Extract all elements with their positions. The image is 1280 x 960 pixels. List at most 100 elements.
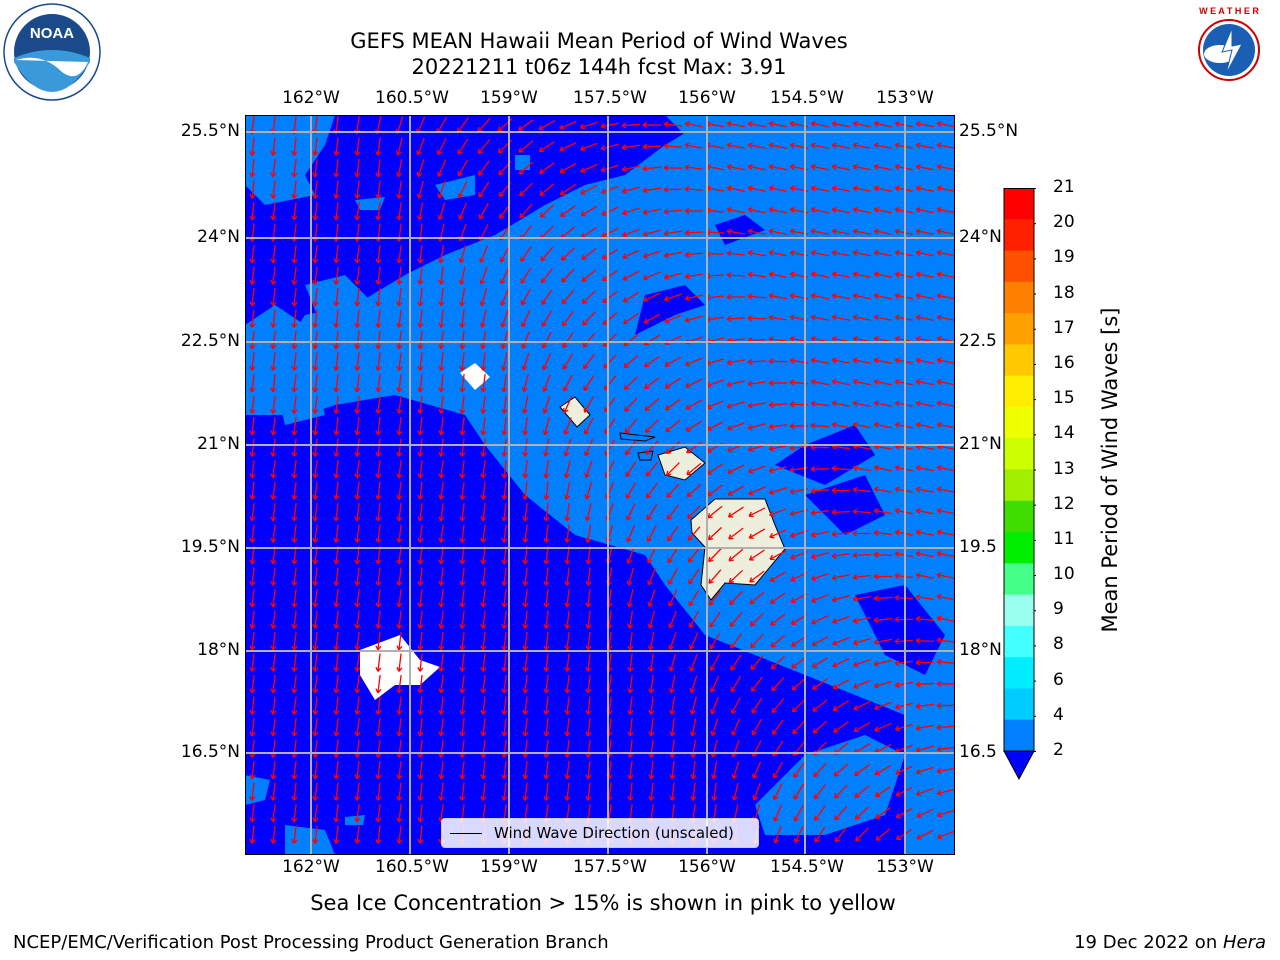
wind-wave-arrow — [333, 696, 340, 715]
wind-wave-arrow — [543, 567, 550, 586]
colorbar — [1003, 188, 1036, 781]
wind-wave-arrow — [438, 417, 445, 436]
wind-wave-arrow — [375, 266, 382, 285]
wind-wave-arrow — [291, 460, 298, 479]
wind-wave-arrow — [687, 526, 701, 541]
wind-wave-arrow — [873, 357, 892, 364]
wind-wave-arrow — [645, 461, 659, 477]
wind-wave-arrow — [875, 807, 891, 819]
wind-wave-arrow — [915, 572, 934, 579]
wind-wave-arrow — [770, 655, 785, 670]
wind-wave-arrow — [312, 331, 319, 350]
wind-wave-arrow — [687, 505, 701, 520]
wind-wave-arrow — [396, 675, 403, 694]
wind-wave-arrow — [312, 718, 319, 737]
wind-wave-arrow — [543, 524, 550, 543]
wind-wave-arrow — [646, 546, 657, 564]
wind-wave-arrow — [814, 826, 826, 843]
wind-wave-arrow — [621, 122, 641, 129]
wind-wave-arrow — [354, 288, 361, 307]
wind-wave-arrow — [291, 503, 298, 522]
wind-wave-arrow — [831, 120, 850, 128]
wind-wave-arrow — [375, 675, 382, 694]
wind-wave-arrow — [728, 569, 744, 584]
wind-wave-arrow — [459, 460, 466, 479]
wind-wave-arrow — [480, 330, 487, 350]
wind-wave-arrow — [417, 524, 424, 543]
wind-wave-arrow — [396, 718, 403, 737]
longitude-label-bottom: 156°W — [678, 857, 736, 877]
wind-wave-arrow — [500, 331, 509, 350]
wind-wave-arrow — [539, 183, 555, 196]
wind-wave-arrow — [354, 632, 361, 651]
wind-wave-arrow — [270, 567, 277, 586]
wind-wave-arrow — [522, 696, 529, 715]
wind-wave-arrow — [915, 594, 935, 601]
wind-wave-arrow — [333, 137, 340, 156]
wind-wave-arrow — [664, 377, 681, 389]
wind-wave-arrow — [873, 142, 892, 149]
wind-wave-arrow — [728, 527, 744, 540]
wind-wave-arrow — [873, 271, 892, 278]
colorbar-tick-label: 10 — [1053, 564, 1075, 585]
wind-wave-arrow — [873, 701, 892, 711]
run-date: 19 Dec 2022 on Hera — [1074, 932, 1266, 953]
wind-wave-arrow — [291, 804, 298, 823]
colorbar-segment — [1004, 406, 1034, 439]
wind-wave-arrow — [396, 589, 403, 608]
wind-wave-arrow — [768, 206, 787, 214]
wind-wave-arrow — [333, 331, 340, 350]
wind-wave-arrow — [642, 187, 661, 194]
wind-wave-arrow — [810, 572, 829, 582]
wind-wave-arrow — [312, 503, 319, 522]
wind-wave-arrow — [375, 395, 382, 414]
wind-wave-arrow — [690, 782, 697, 801]
wind-wave-arrow — [729, 612, 743, 628]
wind-wave-arrow — [522, 503, 529, 522]
wind-wave-arrow — [396, 438, 403, 457]
wind-wave-arrow — [646, 504, 658, 521]
wind-wave-arrow — [501, 675, 508, 694]
wind-wave-arrow — [249, 589, 256, 608]
wind-wave-arrow — [312, 825, 319, 844]
wind-wave-arrow — [707, 505, 723, 519]
wind-wave-arrow — [583, 396, 595, 413]
wind-wave-arrow — [852, 464, 872, 472]
wind-wave-arrow — [852, 637, 871, 646]
wind-wave-arrow — [812, 699, 828, 712]
wind-wave-arrow — [312, 180, 319, 199]
wind-wave-arrow — [663, 251, 682, 259]
wind-wave-arrow — [543, 653, 550, 672]
colorbar-tick-label: 16 — [1053, 352, 1075, 373]
wind-wave-arrow — [915, 249, 934, 257]
wind-wave-arrow — [668, 653, 677, 672]
wind-wave-arrow — [642, 229, 661, 237]
wind-wave-arrow — [542, 353, 552, 371]
wind-wave-arrow — [855, 827, 869, 842]
wind-wave-arrow — [396, 309, 403, 328]
colorbar-segment — [1004, 625, 1034, 658]
wind-wave-arrow — [770, 634, 786, 648]
wind-wave-arrow — [438, 546, 445, 565]
wind-wave-arrow — [748, 486, 766, 496]
wind-wave-arrow — [585, 567, 592, 586]
wind-wave-arrow — [622, 249, 640, 259]
wind-wave-arrow — [810, 422, 830, 429]
colorbar-segment — [1004, 188, 1034, 220]
sea-ice-note: Sea Ice Concentration > 15% is shown in … — [310, 891, 896, 915]
wind-wave-arrow — [561, 310, 574, 327]
wind-wave-arrow — [874, 722, 892, 732]
wind-wave-arrow — [522, 653, 529, 672]
wind-wave-arrow — [831, 206, 850, 214]
longitude-label-top: 153°W — [876, 88, 934, 108]
wind-wave-arrow — [686, 462, 702, 476]
wind-wave-arrow — [396, 653, 403, 672]
wind-wave-arrow — [333, 567, 340, 586]
wind-wave-arrow — [600, 143, 619, 151]
legend-line-sample — [450, 832, 482, 834]
wind-wave-arrow — [417, 352, 424, 371]
wind-wave-arrow — [480, 632, 487, 651]
wind-wave-arrow — [852, 185, 871, 192]
wind-wave-arrow — [601, 269, 618, 282]
wind-wave-arrow — [480, 610, 487, 629]
